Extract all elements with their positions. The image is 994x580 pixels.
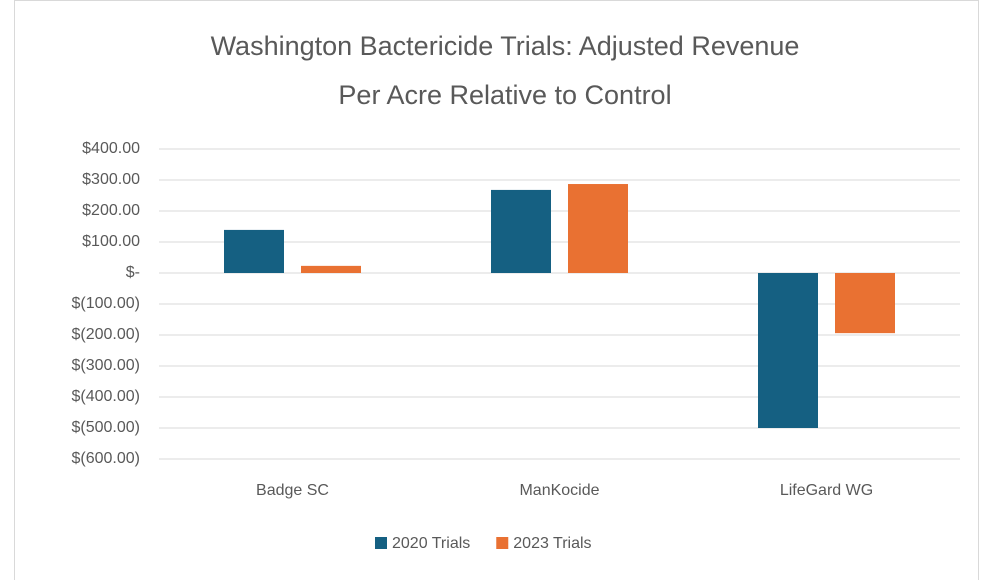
legend-label: 2020 Trials — [392, 535, 470, 552]
bar — [835, 273, 895, 334]
y-tick-label: $(500.00) — [72, 419, 141, 436]
y-tick-label: $(400.00) — [72, 388, 141, 405]
x-tick-label: LifeGard WG — [780, 482, 873, 499]
y-tick-label: $(600.00) — [72, 450, 141, 467]
legend-label: 2023 Trials — [513, 535, 591, 552]
bar — [568, 184, 628, 273]
y-tick-label: $(200.00) — [72, 326, 141, 343]
y-tick-label: $(100.00) — [72, 295, 141, 312]
y-tick-label: $400.00 — [82, 140, 140, 157]
x-tick-label: ManKocide — [519, 482, 599, 499]
y-tick-label: $300.00 — [82, 171, 140, 188]
bar — [491, 189, 551, 273]
y-tick-label: $(300.00) — [72, 357, 141, 374]
legend-swatch — [375, 537, 387, 549]
bar — [758, 273, 818, 428]
bar — [224, 229, 284, 273]
y-tick-label: $200.00 — [82, 202, 140, 219]
bar — [301, 265, 361, 273]
chart-title: Per Acre Relative to Control — [338, 80, 671, 110]
x-tick-label: Badge SC — [256, 482, 329, 499]
y-tick-label: $- — [126, 264, 140, 281]
legend-swatch — [496, 537, 509, 549]
y-tick-label: $100.00 — [82, 233, 140, 250]
chart-title: Washington Bactericide Trials: Adjusted … — [211, 31, 800, 61]
